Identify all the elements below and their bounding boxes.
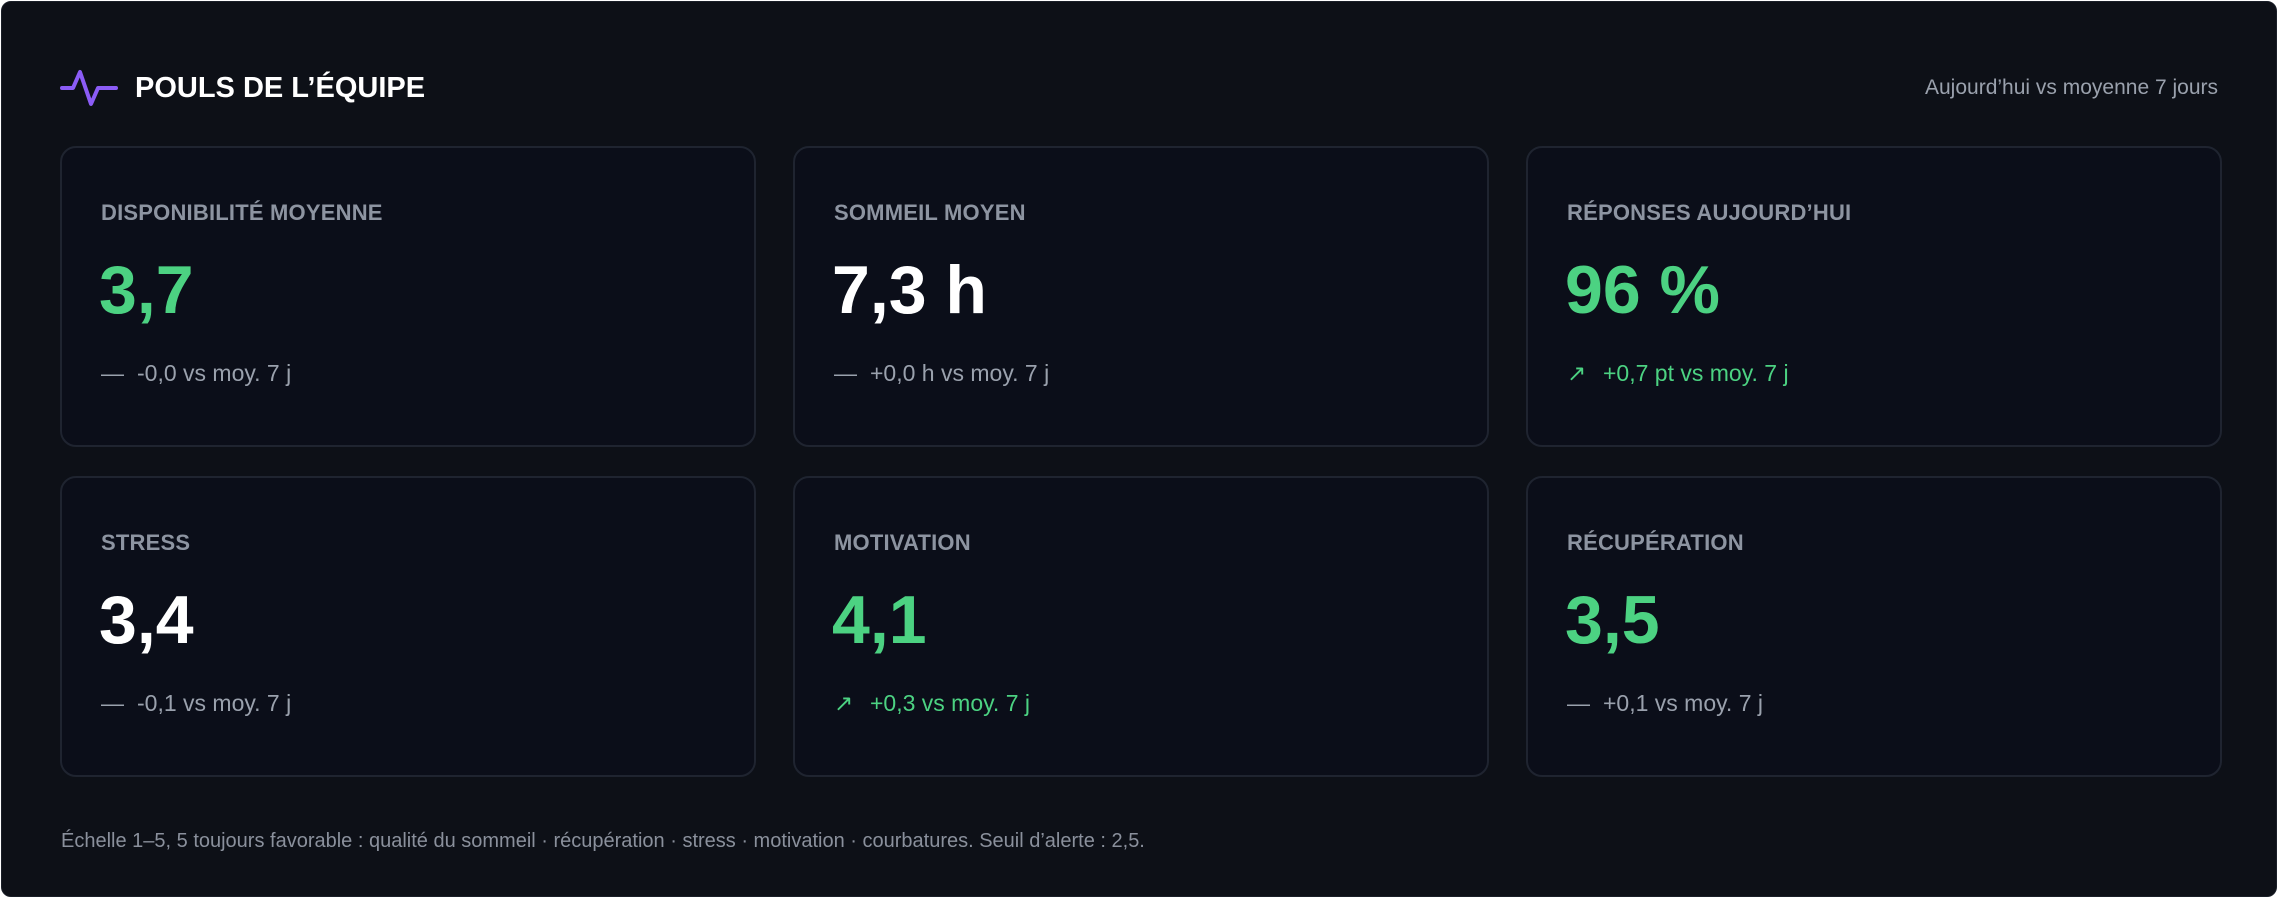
metric-delta-text: +0,7 pt vs moy. 7 j [1603,360,1789,386]
metric-delta-text: +0,1 vs moy. 7 j [1603,690,1764,716]
metric-delta: — +0,0 h vs moy. 7 j [834,360,1049,387]
metric-label: SOMMEIL MOYEN [834,200,1026,225]
metric-delta: ↗ +0,7 pt vs moy. 7 j [1567,360,1789,387]
metric-delta-text: +0,3 vs moy. 7 j [870,690,1031,716]
metric-card-availability: DISPONIBILITÉ MOYENNE 3,7 — -0,0 vs moy. … [60,146,756,447]
metric-label: RÉPONSES AUJOURD’HUI [1567,200,1852,225]
metric-label: MOTIVATION [834,530,971,555]
metric-card-motivation: MOTIVATION 4,1 ↗ +0,3 vs moy. 7 j [793,476,1489,777]
metric-label: DISPONIBILITÉ MOYENNE [101,200,383,225]
comparison-caption: Aujourd’hui vs moyenne 7 jours [1925,76,2218,99]
metric-label: STRESS [101,530,191,555]
metric-value: 96 % [1565,252,1720,328]
metric-card-recovery: RÉCUPÉRATION 3,5 — +0,1 vs moy. 7 j [1526,476,2222,777]
metric-card-responses: RÉPONSES AUJOURD’HUI 96 % ↗ +0,7 pt vs mo… [1526,146,2222,447]
metric-value: 7,3 h [832,252,987,328]
flat-trend-icon: — [101,360,124,386]
metric-delta-text: -0,0 vs moy. 7 j [137,360,292,386]
metric-delta: — -0,0 vs moy. 7 j [101,360,291,387]
metric-value: 3,5 [1565,582,1660,658]
metric-value: 4,1 [832,582,927,658]
scale-footnote: Échelle 1–5, 5 toujours favorable : qual… [61,830,1145,852]
flat-trend-icon: — [1567,690,1590,716]
metric-card-stress: STRESS 3,4 — -0,1 vs moy. 7 j [60,476,756,777]
metric-label: RÉCUPÉRATION [1567,530,1744,555]
page-title: POULS DE L’ÉQUIPE [135,72,426,104]
flat-trend-icon: — [101,690,124,716]
metric-delta: — +0,1 vs moy. 7 j [1567,690,1763,717]
metric-value: 3,4 [99,582,194,658]
metric-card-sleep: SOMMEIL MOYEN 7,3 h — +0,0 h vs moy. 7 j [793,146,1489,447]
metric-delta: — -0,1 vs moy. 7 j [101,690,291,717]
metric-delta-text: +0,0 h vs moy. 7 j [870,360,1050,386]
metric-value: 3,7 [99,252,194,328]
metrics-grid: DISPONIBILITÉ MOYENNE 3,7 — -0,0 vs moy. … [60,146,2222,777]
panel-header: POULS DE L’ÉQUIPE Aujourd’hui vs moyenne… [60,64,2218,112]
trend-up-icon: ↗ [1567,360,1587,386]
flat-trend-icon: — [834,360,857,386]
pulse-icon [60,70,118,106]
metric-delta: ↗ +0,3 vs moy. 7 j [834,690,1030,717]
metric-delta-text: -0,1 vs moy. 7 j [137,690,292,716]
trend-up-icon: ↗ [834,690,854,716]
